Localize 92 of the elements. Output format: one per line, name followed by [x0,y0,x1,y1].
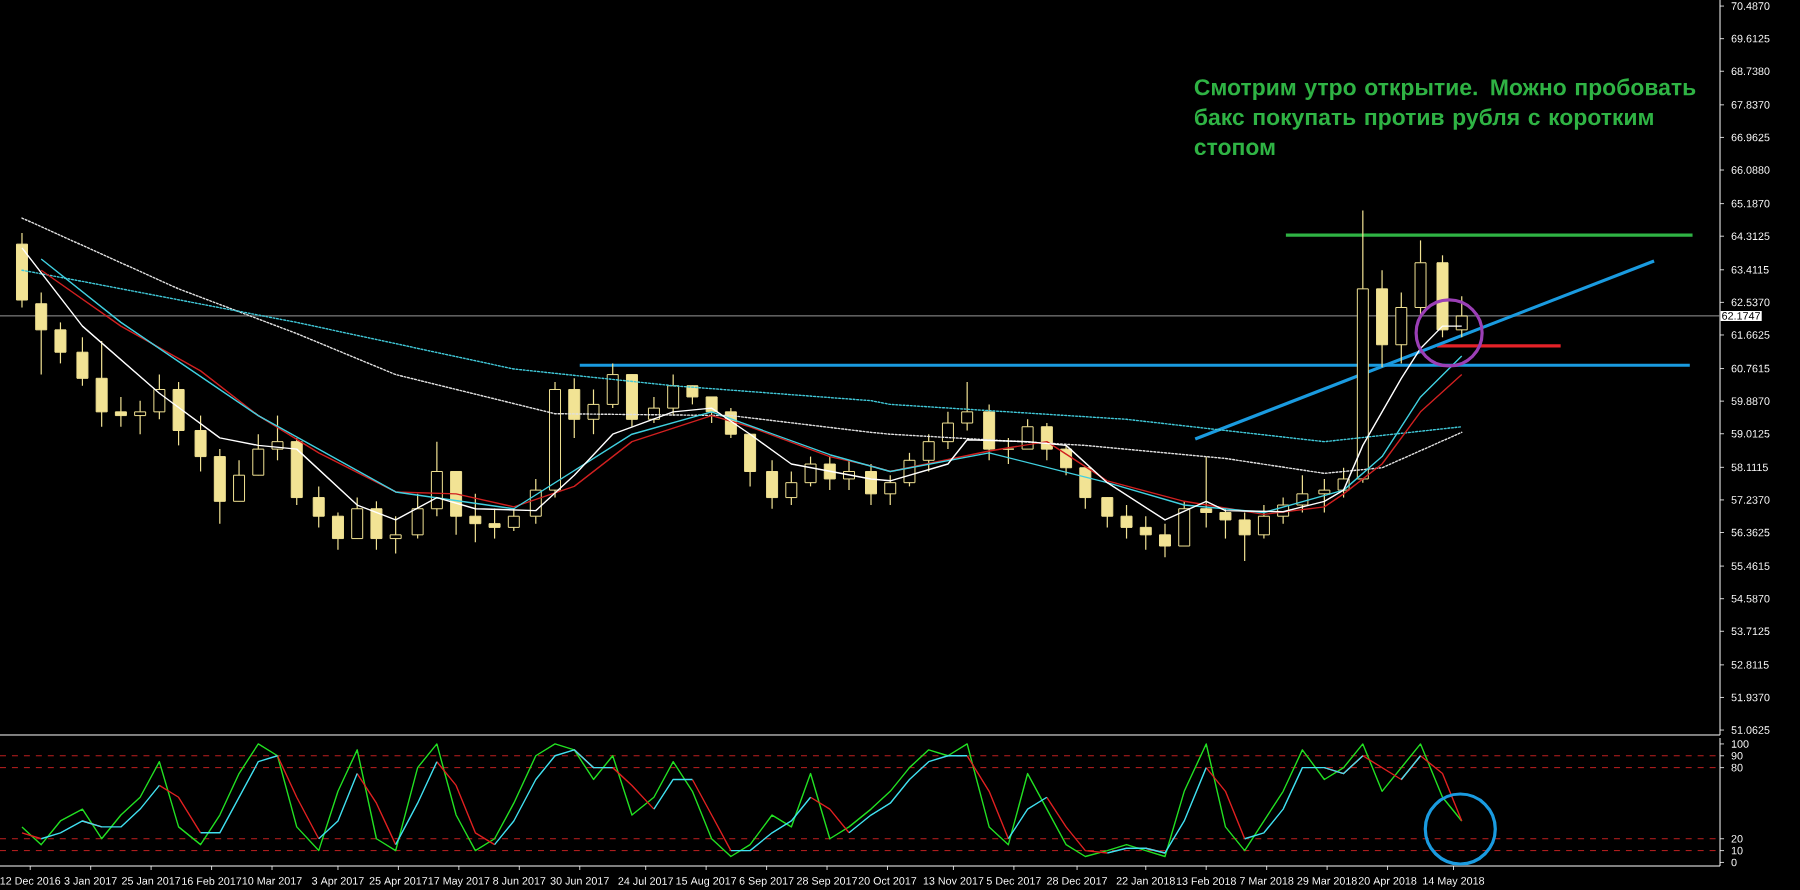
candlestick [1120,504,1133,540]
y-tick-label: 67.8370 [1731,101,1770,109]
candlestick [647,396,660,424]
x-tick-label: 12 Dec 2016 [0,877,61,885]
y-tick-label: 68.7380 [1731,67,1770,76]
line-series [21,217,1463,475]
candlestick [587,388,600,435]
candlestick [114,396,127,428]
x-tick-label: 30 Jun 2017 [550,877,609,885]
x-tick-label: 20 Oct 2017 [858,877,917,885]
candlestick [134,400,147,435]
candlestick [785,470,798,506]
y-tick-label: 54.5870 [1731,594,1770,603]
x-tick-label: 3 Jan 2017 [64,877,117,885]
x-tick-label: 25 Apr 2017 [369,877,428,887]
y-tick-label: 0 [1731,858,1737,867]
y-tick-label: 51.0625 [1731,726,1770,734]
x-tick-label: 22 Jan 2018 [1116,877,1175,885]
y-tick-label: 60.7615 [1731,364,1770,373]
x-tick-label: 3 Apr 2017 [312,877,364,887]
x-tick-label: 20 Apr 2018 [1358,877,1417,887]
candlestick [331,511,344,551]
candlestick [1296,474,1309,514]
candlestick [1238,511,1251,562]
y-tick-label: 58.1115 [1731,463,1768,472]
ref-line-label: 62.1747 [1722,312,1760,320]
candlestick [941,411,954,450]
candlestick [865,463,877,506]
candlestick [961,381,974,432]
candlestick [1060,444,1073,476]
candlestick [1219,508,1232,540]
candlestick [1257,504,1270,540]
x-tick-label: 13 Nov 2017 [923,877,984,885]
y-tick-label: 65.1870 [1731,199,1770,208]
x-tick-label: 28 Dec 2017 [1047,877,1108,885]
y-tick-label: 56.3625 [1731,528,1770,537]
y-tick-label: 55.4615 [1731,562,1770,570]
y-tick-label: 62.5370 [1731,298,1770,307]
candlestick [1139,515,1152,551]
x-tick-label: 25 Jan 2017 [122,877,181,885]
candlestick [1040,422,1053,461]
candlestick [1200,455,1213,528]
candlestick [705,396,718,424]
x-tick-label: 10 Mar 2017 [242,877,302,885]
candlestick [488,508,501,540]
candlestick [823,455,836,491]
y-tick-label: 69.6125 [1731,34,1770,43]
y-tick-label: 64.3125 [1731,232,1770,240]
y-tick-label: 66.9625 [1731,133,1770,142]
candlestick [1002,437,1015,465]
x-tick-label: 28 Sep 2017 [797,877,857,887]
x-tick-label: 14 May 2018 [1423,877,1485,887]
y-tick-label: 66.0880 [1731,166,1770,174]
x-tick-label: 24 Jul 2017 [618,877,673,885]
y-tick-label: 10 [1731,846,1743,855]
annotation: Смотрим утро открытие. Можно пробовать бакс покупать против рубля с коротким стопом [1194,78,1696,156]
y-tick-label: 61.6625 [1731,331,1770,339]
x-tick-label: 6 Sep 2017 [739,877,794,887]
y-tick-label: 80 [1731,763,1743,772]
y-tick-label: 52.8115 [1731,661,1769,669]
y-tick-label: 90 [1731,751,1743,760]
y-tick-label: 53.7125 [1731,627,1770,636]
x-tick-label: 5 Dec 2017 [986,877,1041,885]
candlestick [312,485,325,528]
x-tick-label: 8 Jun 2017 [493,877,546,885]
candlestick [389,515,402,555]
candlestick [667,373,680,417]
candlestick [922,433,935,473]
y-tick-label: 59.8870 [1731,397,1770,405]
candlestick [686,385,699,405]
x-tick-label: 7 Mar 2018 [1240,877,1294,885]
candlestick [804,455,817,487]
y-tick-label: 63.4115 [1731,265,1769,274]
candlestick [1159,523,1171,558]
candlestick [884,474,897,506]
candlestick [1318,478,1331,514]
candlestick [469,493,482,543]
y-tick-label: 20 [1731,834,1743,843]
x-tick-label: 29 Mar 2018 [1297,877,1357,885]
y-tick-label: 100 [1731,740,1749,748]
candlestick [153,373,166,420]
x-tick-label: 16 Feb 2017 [182,877,242,885]
candlestick [54,321,67,364]
candlestick [1101,496,1114,528]
y-tick-label: 57.2370 [1731,496,1770,504]
x-tick-label: 13 Feb 2018 [1176,877,1236,885]
y-tick-label: 70.4870 [1731,2,1770,10]
y-tick-label: 51.9370 [1731,693,1770,702]
candlestick [1455,295,1468,338]
x-tick-label: 15 Aug 2017 [676,877,737,887]
x-tick-label: 17 May 2017 [428,877,490,887]
y-tick-label: 59.0125 [1731,429,1770,438]
